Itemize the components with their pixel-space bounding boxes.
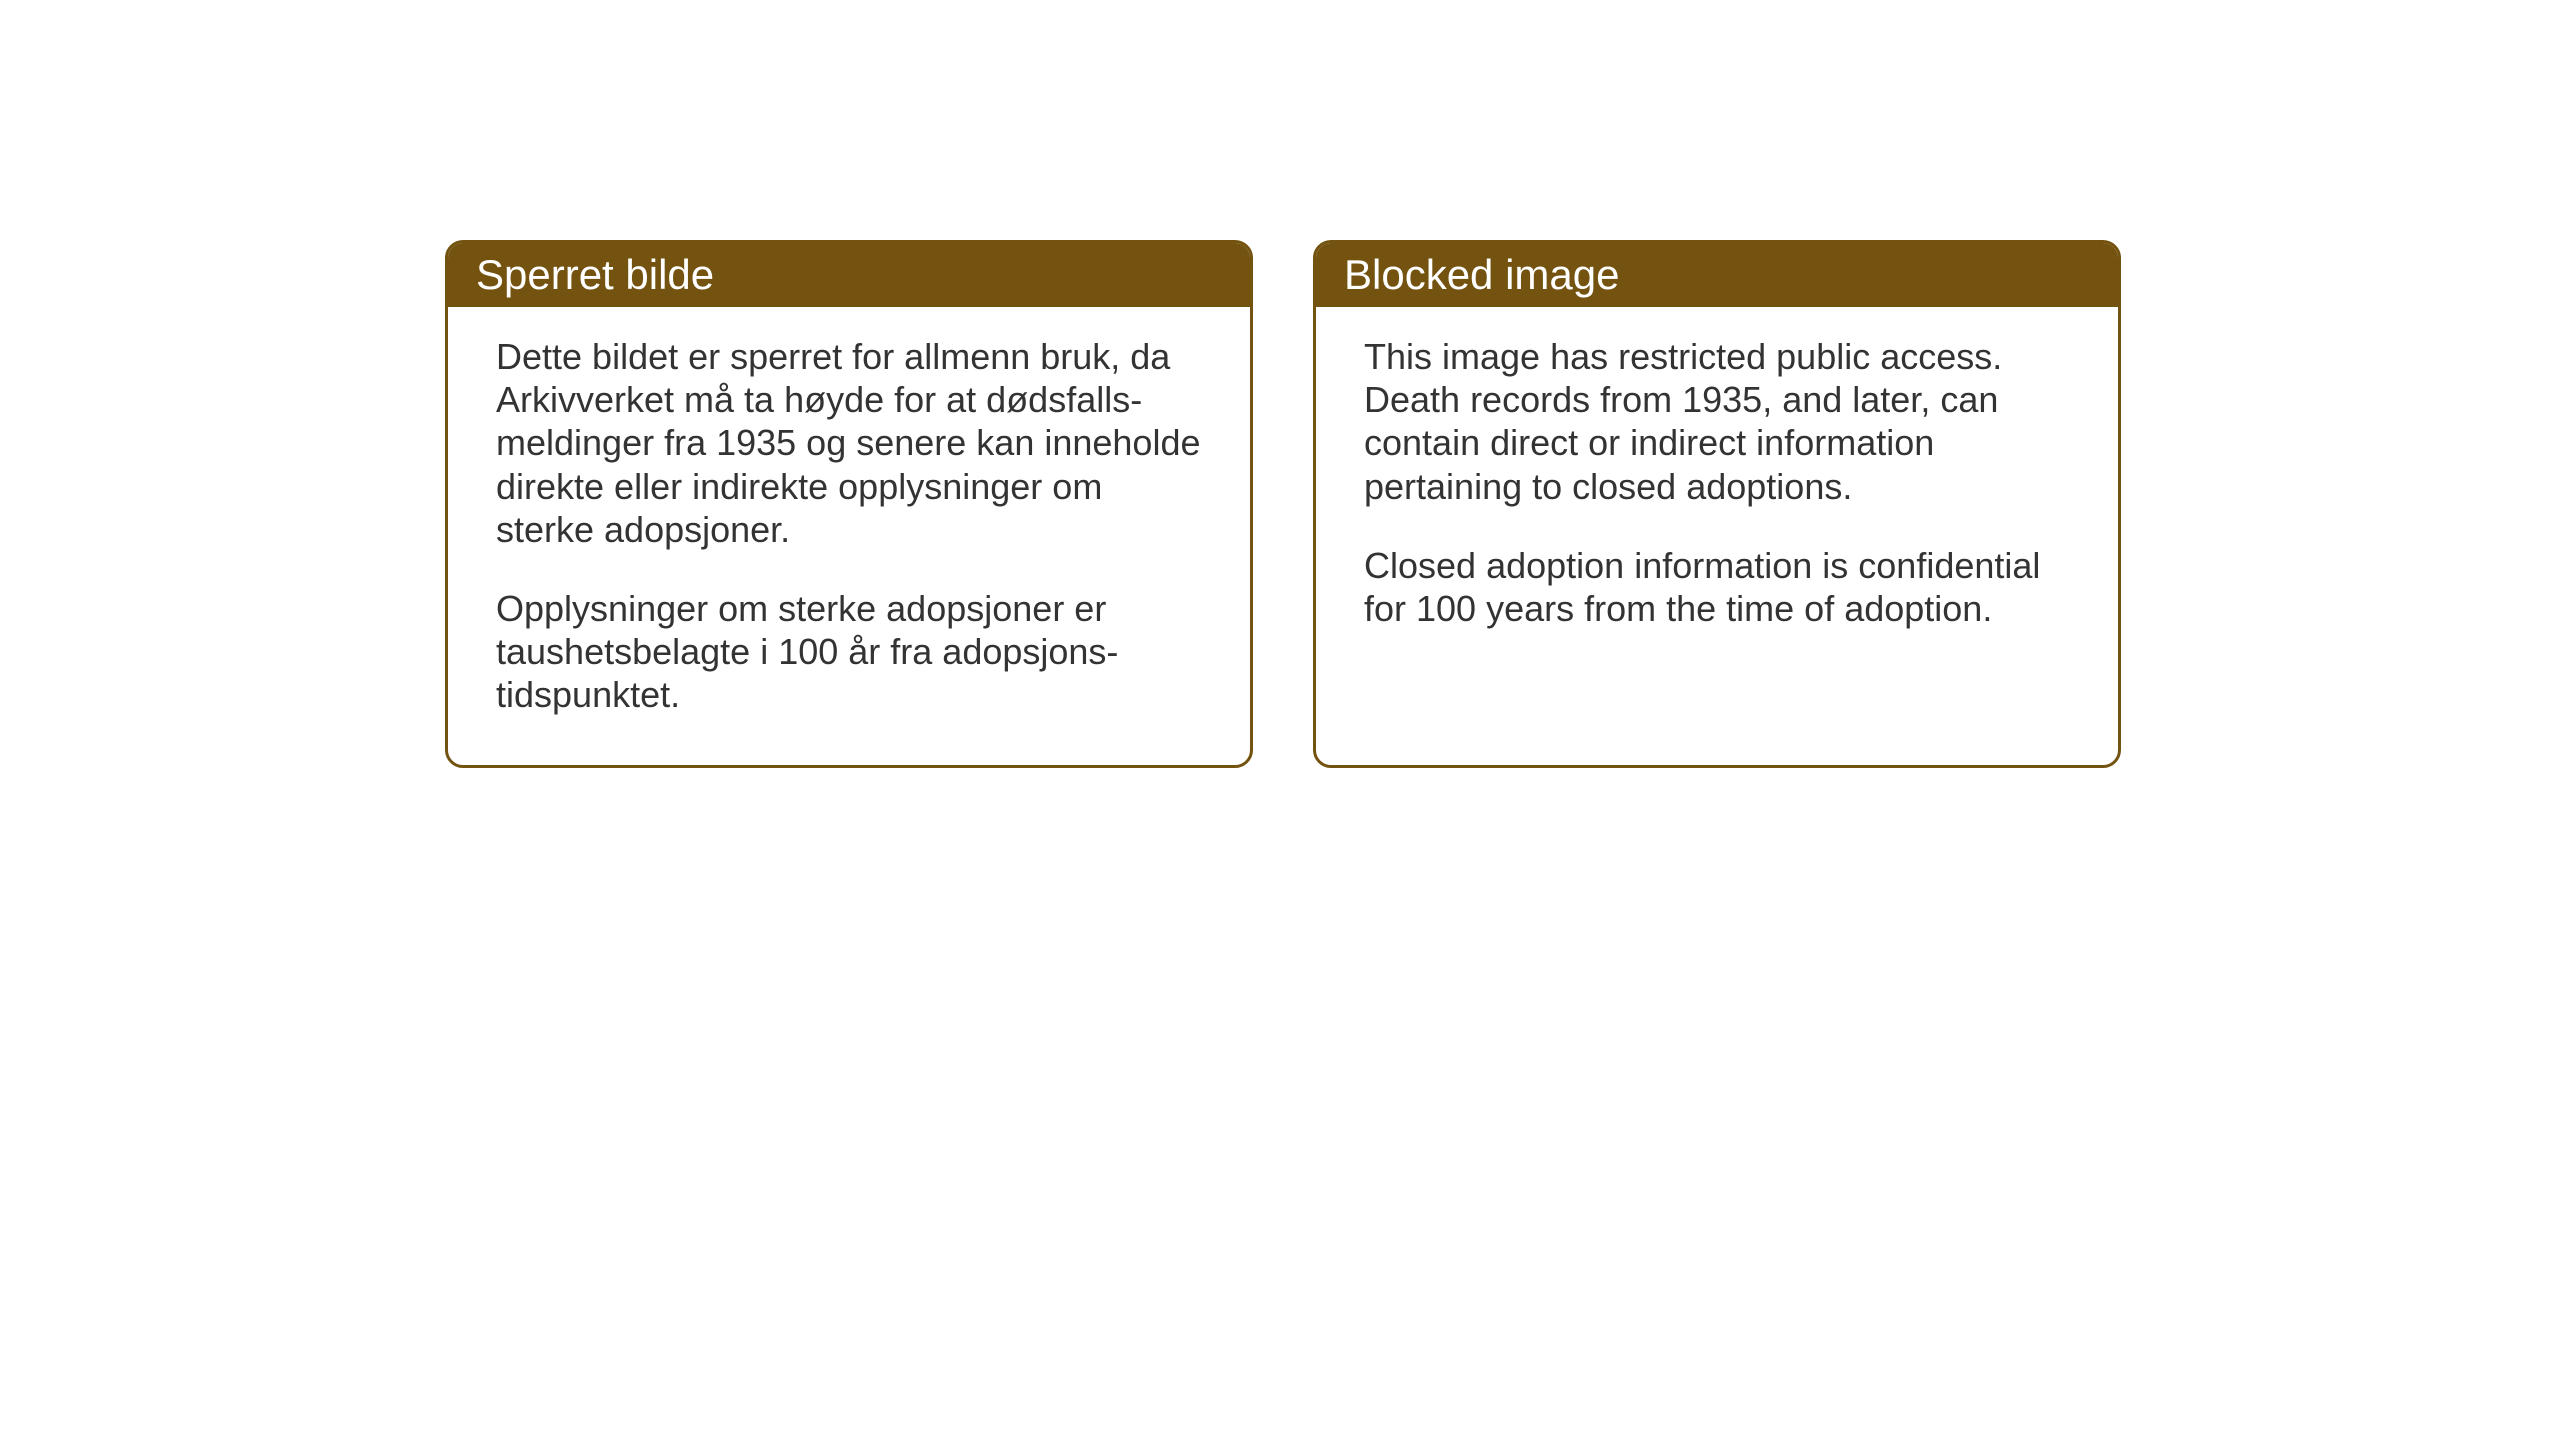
card-paragraph-2-english: Closed adoption information is confident…	[1364, 544, 2070, 630]
card-header-norwegian: Sperret bilde	[448, 243, 1250, 307]
card-norwegian: Sperret bilde Dette bildet er sperret fo…	[445, 240, 1253, 768]
card-title-norwegian: Sperret bilde	[476, 251, 714, 298]
card-english: Blocked image This image has restricted …	[1313, 240, 2121, 768]
card-paragraph-1-norwegian: Dette bildet er sperret for allmenn bruk…	[496, 335, 1202, 551]
cards-container: Sperret bilde Dette bildet er sperret fo…	[445, 240, 2121, 768]
card-body-english: This image has restricted public access.…	[1316, 307, 2118, 678]
card-paragraph-1-english: This image has restricted public access.…	[1364, 335, 2070, 508]
card-paragraph-2-norwegian: Opplysninger om sterke adopsjoner er tau…	[496, 587, 1202, 717]
card-header-english: Blocked image	[1316, 243, 2118, 307]
card-body-norwegian: Dette bildet er sperret for allmenn bruk…	[448, 307, 1250, 765]
card-title-english: Blocked image	[1344, 251, 1619, 298]
